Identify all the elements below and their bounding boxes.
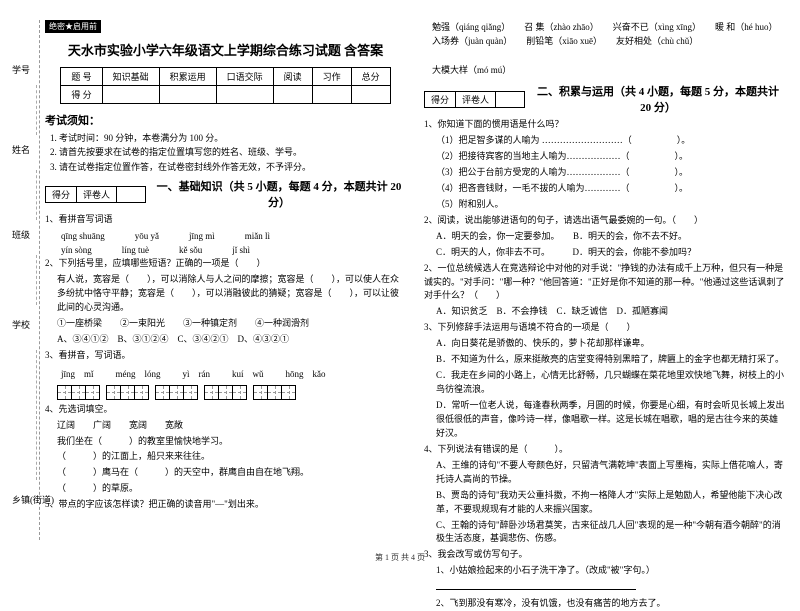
- page-content: 绝密★启用前 天水市实验小学六年级语文上学期综合练习试题 含答案 题 号 知识基…: [0, 0, 800, 555]
- q1: 1、看拼音写词语: [45, 213, 406, 227]
- right-column: 勉强（qiáng qiǎng）召 集（zhào zhāo）兴奋不已（xìng x…: [424, 20, 785, 545]
- notice-1: 考试时间：90 分钟，本卷满分为 100 分。: [59, 131, 406, 145]
- q3: 3、看拼音，写词语。: [45, 349, 406, 363]
- sb-name: 姓名: [12, 145, 30, 156]
- q2-ans: A、③④①② B、③①②④ C、③④②① D、④③②①: [45, 333, 406, 347]
- pinyin-pair2: 入场券（juàn quàn）削铅笔（xiāo xuē）友好相处（chù chǔ）…: [424, 34, 785, 77]
- th-0: 题 号: [61, 68, 102, 86]
- notice-heading: 考试须知：: [45, 112, 406, 128]
- sb-class: 班级: [12, 230, 30, 241]
- sb-town: 乡镇(街道): [12, 495, 54, 506]
- th-2: 积累运用: [159, 68, 216, 86]
- r3-b: B．不知道为什么，原来挺敞亮的店堂变得特别黑暗了，牌匾上的金字也都无精打采了。: [424, 353, 785, 367]
- r2-b: C．明天的人，你非去不可。 D．明天的会，你能不参加吗？: [424, 246, 785, 260]
- r1-3: （3）把公于台前方受宠的人喻为………………（ ）。: [424, 166, 785, 180]
- exam-title: 天水市实验小学六年级语文上学期综合练习试题 含答案: [45, 40, 406, 59]
- th-3: 口语交际: [216, 68, 273, 86]
- th-5: 习作: [312, 68, 351, 86]
- r3: 3、下列修辞手法运用与语境不符合的一项是（ ）: [424, 321, 785, 335]
- th-6: 总分: [351, 68, 390, 86]
- r2: 2、阅读，说出能够进语句的句子，请选出语气最委婉的一句。（ ）: [424, 214, 785, 228]
- r4-a: A、王维的诗句"不要人夸颜色好，只留清气满乾坤"表面上写墨梅，实际上借花喻人，寄…: [424, 459, 785, 487]
- section2-head: 得分评卷人 二、积累与运用（共 4 小题，每题 5 分，本题共计 20 分）: [424, 83, 785, 115]
- notice-3: 请在试卷指定位置作答，在试卷密封线外作答无效，不予评分。: [59, 160, 406, 174]
- q5: 5、带点的字应该怎样读？把正确的读音用"—"划出来。: [45, 498, 406, 512]
- left-column: 绝密★启用前 天水市实验小学六年级语文上学期综合练习试题 含答案 题 号 知识基…: [45, 20, 406, 545]
- q2-opts: ①一座桥梁 ②一束阳光 ③一种镇定剂 ④一种润滑剂: [45, 317, 406, 331]
- q4-1: 我们坐在（ ）的教室里愉快地学习。: [45, 435, 406, 449]
- r1-4: （4）把吝啬钱财，一毛不拔的人喻为…………（ ）。: [424, 182, 785, 196]
- q4-2: （ ）的江面上，船只来来往往。: [45, 450, 406, 464]
- section2-title: 二、积累与运用（共 4 小题，每题 5 分，本题共计 20 分）: [531, 83, 785, 115]
- r3-c: C．我走在乡间的小路上，心情无比舒畅，几只蝴蝶在菜花地里欢快地飞舞，树枝上的小鸟…: [424, 369, 785, 397]
- q4: 4、先选词填空。: [45, 403, 406, 417]
- r1-5: （5）附和别人。: [424, 198, 785, 212]
- r2b: 2、一位总统候选人在竞选辩论中对他的对手说："挣钱的办法有成千上万种，但只有一种…: [424, 262, 785, 304]
- r4: 4、下列说法有错误的是（ ）。: [424, 443, 785, 457]
- th-1: 知识基础: [102, 68, 159, 86]
- sb-school: 学校: [12, 320, 30, 331]
- r1-1: （1）把足智多谋的人喻为 ………………………（ ）。: [424, 134, 785, 148]
- r5-1: 1、小姑娘捡起来的小石子洗干净了。（改成"被"字句。）: [424, 564, 785, 578]
- binding-sidebar: 学号 姓名 班级 学校 乡镇(街道): [8, 20, 40, 540]
- sb-xuehao: 学号: [12, 65, 30, 76]
- q2: 2、下列括号里，应填哪些短语？正确的一项是（ ）: [45, 257, 406, 271]
- r4-c: C、王翰的诗句"醉卧沙场君莫笑，古来征战几人回"表现的是一种"今朝有酒今朝醉"的…: [424, 519, 785, 547]
- grader-box2: 得分评卷人: [424, 91, 525, 108]
- r1: 1、你知道下面的惯用语是什么吗？: [424, 118, 785, 132]
- r5-1-blank: [424, 580, 785, 595]
- q4-words: 辽阔 广阔 宽阔 宽敞: [45, 419, 406, 433]
- pinyin-pair1: 勉强（qiáng qiǎng）召 集（zhào zhāo）兴奋不已（xìng x…: [424, 20, 785, 34]
- r3-d: D．常听一位老人说，每逢春秋两季，月圆的时候，你要是心细，有时会听见长城上发出很…: [424, 399, 785, 441]
- secret-label: 绝密★启用前: [45, 20, 101, 33]
- q3-grids: [45, 385, 406, 400]
- th-4: 阅读: [273, 68, 312, 86]
- r2b-opts: A．知识贫乏 B．不会挣钱 C．缺乏诚信 D．孤陋寡闻: [424, 305, 785, 319]
- q1-pinyin1: qīng shuāngyōu yǎjīng mìmiǎn lì: [45, 231, 406, 241]
- q1-pinyin2: yín sònglíng tuèkě sǒujǐ shì: [45, 245, 406, 255]
- tr-score: 得 分: [61, 86, 102, 104]
- q4-3: （ ）鹰马在（ ）的天空中，群鹰自由自在地飞翔。: [45, 466, 406, 480]
- section1-head: 得分评卷人 一、基础知识（共 5 小题，每题 4 分，本题共计 20 分）: [45, 178, 406, 210]
- page-footer: 第 1 页 共 4 页: [0, 552, 800, 563]
- r3-a: A．向日葵花是骄傲的、快乐的，萝卜花却那样谦卑。: [424, 337, 785, 351]
- notice-2: 请首先按要求在试卷的指定位置填写您的姓名、班级、学号。: [59, 145, 406, 159]
- section1-title: 一、基础知识（共 5 小题，每题 4 分，本题共计 20 分）: [152, 178, 406, 210]
- q2-text: 有人说，宽容是（ ），可以消除人与人之间的摩擦；宽容是（ ），可以使人在众多纷扰…: [45, 273, 406, 315]
- q4-4: （ ）的草原。: [45, 482, 406, 496]
- notice-list: 考试时间：90 分钟，本卷满分为 100 分。 请首先按要求在试卷的指定位置填写…: [45, 131, 406, 174]
- r2-a: A．明天的会，你一定要参加。 B．明天的会，你不去不好。: [424, 230, 785, 244]
- score-table: 题 号 知识基础 积累运用 口语交际 阅读 习作 总分 得 分: [60, 67, 390, 104]
- r4-b: B、贾岛的诗句"我劝天公重抖擞，不拘一格降人才"实际上是勉励人，希望他能下决心改…: [424, 489, 785, 517]
- r1-2: （2）把接待宾客的当地主人喻为………………（ ）。: [424, 150, 785, 164]
- grader-box: 得分评卷人: [45, 186, 146, 203]
- q3-pinyin: jīng mǐméng lóngyì ránkuí wǔhōng kǎo: [45, 367, 406, 380]
- r5-2: 2、飞到那没有寒冷，没有饥饿，也没有痛苦的地方去了。: [424, 597, 785, 611]
